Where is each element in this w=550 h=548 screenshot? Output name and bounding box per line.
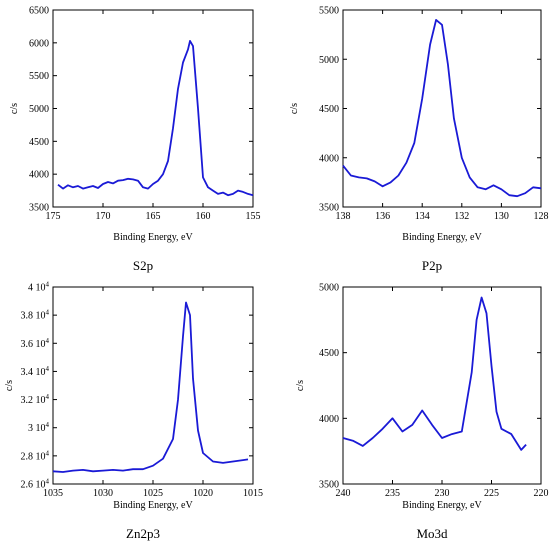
y-tick-label: 4000 <box>319 153 339 164</box>
y-axis-title: c/s <box>4 380 15 391</box>
y-tick-mantissa: 3.4 10 <box>21 367 46 378</box>
x-axis-title: Binding Energy, eV <box>113 232 193 243</box>
y-tick-label: 4 104 <box>28 281 50 294</box>
series-line <box>342 296 527 451</box>
y-tick-label: 4500 <box>319 348 339 359</box>
x-tick-label: 170 <box>96 211 111 222</box>
panel-caption: Zn2p3 <box>126 526 160 541</box>
x-tick-label: 134 <box>415 211 430 222</box>
series-line <box>342 18 542 198</box>
y-axis-title: c/s <box>295 380 306 391</box>
y-tick-label: 4000 <box>29 170 49 181</box>
y-tick-label: 3.4 104 <box>21 365 50 378</box>
panel-caption: P2p <box>422 258 442 273</box>
y-tick-exponent: 4 <box>46 365 50 373</box>
x-tick-label: 138 <box>336 211 351 222</box>
x-tick-label: 230 <box>435 488 450 499</box>
x-tick-label: 155 <box>246 211 261 222</box>
chart-panel-s2p: 175 170 165 160 155 3500 4000 4500 5000 5500 6000 6… <box>9 6 261 274</box>
panel-caption: Mo3d <box>416 526 448 541</box>
y-tick-mantissa: 3.6 10 <box>21 339 46 350</box>
chart-panel-mo3d: 240 235 230 225 220 3500 4000 4500 5000 Binding E… <box>295 283 549 542</box>
y-tick-label: 2.8 104 <box>21 449 50 462</box>
x-tick-label: 160 <box>196 211 211 222</box>
y-tick-label: 6000 <box>29 38 49 49</box>
x-tick-label: 175 <box>46 211 61 222</box>
x-tick-label: 1030 <box>93 488 113 499</box>
x-tick-label: 132 <box>454 211 469 222</box>
y-tick-label: 5000 <box>319 283 339 294</box>
series-line <box>57 40 254 197</box>
x-axis-title: Binding Energy, eV <box>402 500 482 511</box>
y-tick-exponent: 4 <box>46 478 50 486</box>
series-line <box>52 301 249 473</box>
y-axis-title: c/s <box>9 103 20 114</box>
y-tick-mantissa: 2.8 10 <box>21 451 46 462</box>
x-tick-label: 220 <box>534 488 549 499</box>
y-tick-mantissa: 3.8 10 <box>21 311 46 322</box>
y-tick-exponent: 4 <box>46 421 50 429</box>
y-axis-title: c/s <box>289 103 300 114</box>
x-tick-label: 1020 <box>193 488 213 499</box>
y-tick-label: 3500 <box>319 480 339 491</box>
plot-frame <box>52 286 254 485</box>
x-tick-label: 235 <box>385 488 400 499</box>
y-tick-label: 3.2 104 <box>21 393 50 406</box>
y-tick-exponent: 4 <box>46 393 50 401</box>
x-axis-title: Binding Energy, eV <box>402 232 482 243</box>
x-tick-label: 1035 <box>43 488 63 499</box>
y-tick-mantissa: 3.2 10 <box>21 395 46 406</box>
x-tick-label: 1025 <box>143 488 163 499</box>
y-tick-label: 5000 <box>319 55 339 66</box>
x-tick-label: 130 <box>494 211 509 222</box>
x-tick-label: 136 <box>375 211 390 222</box>
x-tick-label: 1015 <box>243 488 263 499</box>
x-axis-title: Binding Energy, eV <box>113 500 193 511</box>
x-tick-label: 240 <box>336 488 351 499</box>
y-tick-mantissa: 3 10 <box>28 423 46 434</box>
y-tick-exponent: 4 <box>46 449 50 457</box>
y-tick-label: 6500 <box>29 6 49 17</box>
y-tick-exponent: 4 <box>46 309 50 317</box>
chart-panel-p2p: 138 136 134 132 130 128 3500 4000 4500 5000 5500 Bi… <box>289 6 549 274</box>
y-tick-label: 4000 <box>319 414 339 425</box>
y-tick-exponent: 4 <box>46 337 50 345</box>
plot-frame <box>342 286 542 485</box>
y-tick-label: 3.8 104 <box>21 309 50 322</box>
plot-frame <box>342 9 542 208</box>
y-tick-label: 3500 <box>319 203 339 214</box>
y-tick-label: 3.6 104 <box>21 337 50 350</box>
y-tick-mantissa: 4 10 <box>28 283 46 294</box>
panel-caption: S2p <box>133 258 153 273</box>
x-tick-label: 225 <box>484 488 499 499</box>
y-tick-label: 2.6 104 <box>21 478 50 491</box>
y-tick-exponent: 4 <box>46 281 50 289</box>
y-tick-label: 3 104 <box>28 421 50 434</box>
plot-frame <box>52 9 254 208</box>
y-tick-label: 5000 <box>29 104 49 115</box>
x-tick-label: 165 <box>146 211 161 222</box>
y-tick-mantissa: 2.6 10 <box>21 480 46 491</box>
y-tick-label: 4500 <box>319 104 339 115</box>
y-tick-label: 5500 <box>319 6 339 17</box>
y-tick-label: 5500 <box>29 71 49 82</box>
y-tick-label: 3500 <box>29 203 49 214</box>
y-tick-label: 4500 <box>29 137 49 148</box>
x-tick-label: 128 <box>534 211 549 222</box>
